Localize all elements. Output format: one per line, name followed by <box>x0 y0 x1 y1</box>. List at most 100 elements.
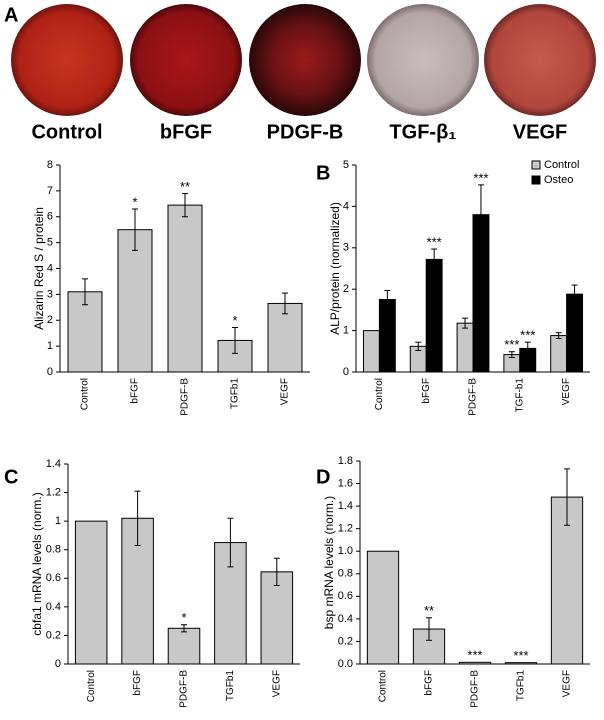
bar <box>458 661 492 665</box>
y-tick-label: 3 <box>47 288 53 300</box>
legend-label: Osteo <box>544 174 573 186</box>
y-tick-label: 4 <box>343 200 349 212</box>
dish-photo <box>484 4 596 116</box>
x-tick-label: TGFb1 <box>230 378 241 410</box>
significance-label: ** <box>424 603 434 618</box>
error-bar <box>182 192 188 218</box>
y-tick-label: 0.6 <box>46 572 61 584</box>
x-tick-label: VEGF <box>562 670 573 697</box>
dish-photo <box>367 4 479 116</box>
legend-swatch <box>531 175 541 185</box>
y-tick-label: 2 <box>47 314 53 326</box>
x-tick-label: PDGF-B <box>468 378 479 416</box>
dish-label: TGF-β₁ <box>389 121 456 143</box>
error-bar <box>564 468 570 526</box>
y-tick-label: 0.6 <box>338 590 353 602</box>
x-tick-label: Control <box>80 378 91 410</box>
y-tick-label: 6 <box>47 211 53 223</box>
y-tick-label: 1.0 <box>338 545 353 557</box>
bar <box>260 571 294 665</box>
y-tick-label: 1.2 <box>46 486 61 498</box>
y-tick-label: 3 <box>343 242 349 254</box>
y-axis-label: bsp mRNA levels (norm.) <box>322 496 336 629</box>
y-tick-label: 0.4 <box>46 601 61 613</box>
panel-label: D <box>316 466 330 488</box>
bar <box>378 299 396 373</box>
error-bar <box>415 341 422 351</box>
y-tick-label: 0.4 <box>338 613 353 625</box>
x-tick-label: VEGF <box>561 378 572 405</box>
significance-label: *** <box>504 337 519 352</box>
bar <box>566 293 584 373</box>
x-tick-label: bFGF <box>130 378 141 404</box>
error-bar <box>508 351 515 359</box>
y-tick-label: 8 <box>47 159 53 171</box>
x-tick-label: bFGF <box>132 670 143 696</box>
y-tick-label: 2 <box>343 283 349 295</box>
error-bar <box>282 292 288 315</box>
y-tick-label: 0 <box>55 658 61 670</box>
significance-label: * <box>181 610 186 625</box>
y-tick-label: 1.8 <box>338 455 353 467</box>
y-axis-label: ALP/protein (normalized) <box>328 202 342 335</box>
dish-photo <box>130 4 242 116</box>
bar <box>167 204 203 373</box>
significance-label: *** <box>513 648 528 663</box>
y-tick-label: 0.8 <box>46 544 61 556</box>
y-tick-label: 0 <box>47 366 53 378</box>
dish-label: Control <box>31 121 102 143</box>
y-tick-label: 7 <box>47 185 53 197</box>
bar <box>456 322 474 373</box>
significance-label: ** <box>180 179 190 194</box>
dish-label: VEGF <box>513 121 567 143</box>
error-bar <box>384 289 391 310</box>
error-bar <box>571 284 578 304</box>
error-bar <box>181 624 187 633</box>
y-tick-label: 1.2 <box>338 523 353 535</box>
bar <box>362 330 380 373</box>
y-tick-label: 4 <box>47 262 53 274</box>
x-tick-label: PDGF-B <box>470 670 481 708</box>
y-tick-label: 0.8 <box>338 568 353 580</box>
x-tick-label: TGFb1 <box>516 670 527 702</box>
y-tick-label: 1 <box>47 340 53 352</box>
significance-label: *** <box>467 648 482 663</box>
bar <box>425 258 443 373</box>
dish-label: PDGF-B <box>267 121 344 143</box>
y-tick-label: 5 <box>343 159 349 171</box>
dish-photo <box>11 4 123 116</box>
y-tick-label: 1 <box>55 515 61 527</box>
significance-label: *** <box>520 328 535 343</box>
panel-label: B <box>316 162 330 184</box>
error-bar <box>431 248 438 271</box>
error-bar <box>524 341 531 356</box>
bar <box>504 662 538 665</box>
error-bar <box>462 317 469 329</box>
error-bar <box>555 332 562 339</box>
y-tick-label: 0.0 <box>338 658 353 670</box>
dish-label: bFGF <box>160 121 212 143</box>
x-tick-label: bFGF <box>424 670 435 696</box>
x-tick-label: TGFb1 <box>225 670 236 702</box>
error-bar <box>227 517 234 568</box>
panel-label: C <box>4 466 18 488</box>
x-tick-label: PDGF-B <box>180 378 191 416</box>
x-tick-label: Control <box>86 670 97 702</box>
bar <box>74 520 108 665</box>
panel-label: A <box>4 4 18 26</box>
y-axis-label: Alizarin Red S / protein <box>32 207 46 330</box>
y-axis-label: cbfa1 mRNA levels (norm.) <box>30 492 44 635</box>
error-bar <box>134 490 141 546</box>
dish-photo <box>249 4 361 116</box>
y-tick-label: 1.4 <box>338 500 353 512</box>
x-tick-label: PDGF-B <box>179 670 190 708</box>
bar <box>550 335 568 373</box>
legend-swatch <box>531 160 541 170</box>
bar <box>117 229 153 373</box>
y-tick-label: 0 <box>343 366 349 378</box>
significance-label: * <box>132 194 137 209</box>
error-bar <box>132 208 138 251</box>
error-bar <box>426 617 432 641</box>
y-tick-label: 5 <box>47 237 53 249</box>
